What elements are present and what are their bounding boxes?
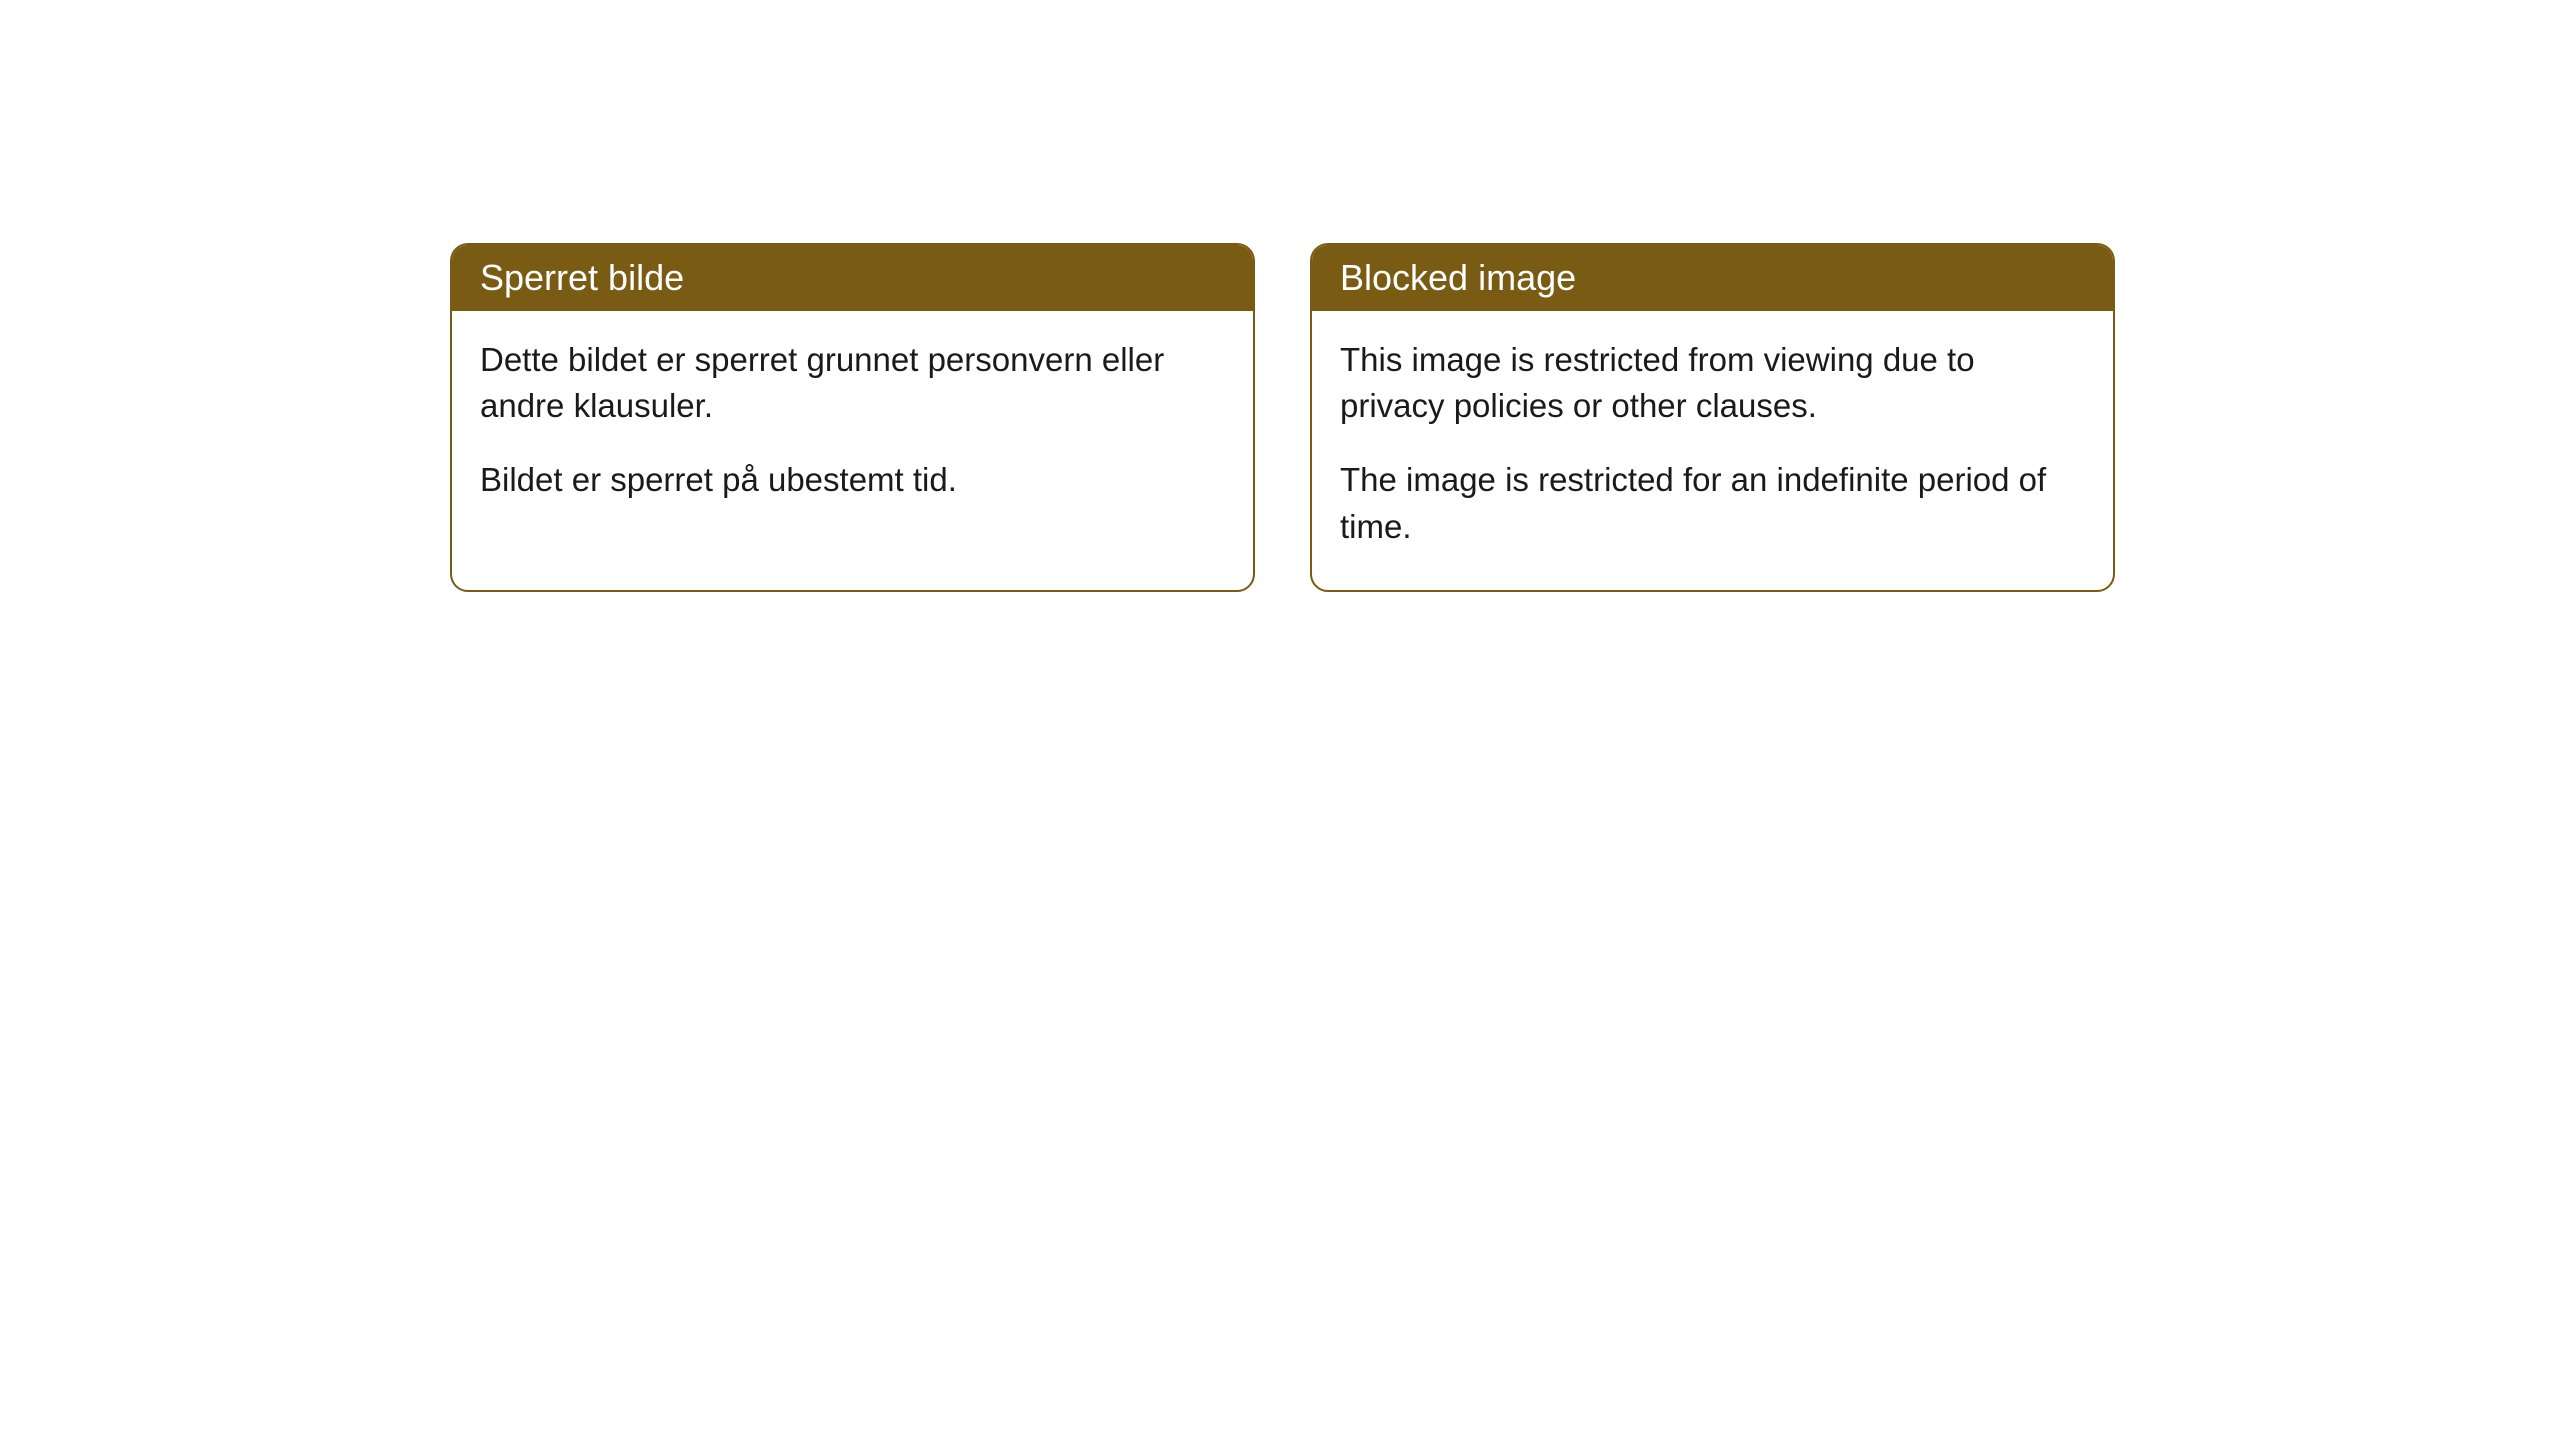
card-title-no: Sperret bilde [480, 257, 684, 298]
card-body-en: This image is restricted from viewing du… [1312, 311, 2113, 590]
card-paragraph-no-1: Dette bildet er sperret grunnet personve… [480, 337, 1225, 429]
card-blocked-no: Sperret bilde Dette bildet er sperret gr… [450, 243, 1255, 592]
card-paragraph-no-2: Bildet er sperret på ubestemt tid. [480, 457, 1225, 503]
card-blocked-en: Blocked image This image is restricted f… [1310, 243, 2115, 592]
cards-container: Sperret bilde Dette bildet er sperret gr… [450, 243, 2115, 592]
card-paragraph-en-1: This image is restricted from viewing du… [1340, 337, 2085, 429]
card-title-en: Blocked image [1340, 257, 1576, 298]
card-header-no: Sperret bilde [452, 245, 1253, 311]
card-body-no: Dette bildet er sperret grunnet personve… [452, 311, 1253, 544]
card-header-en: Blocked image [1312, 245, 2113, 311]
card-paragraph-en-2: The image is restricted for an indefinit… [1340, 457, 2085, 549]
